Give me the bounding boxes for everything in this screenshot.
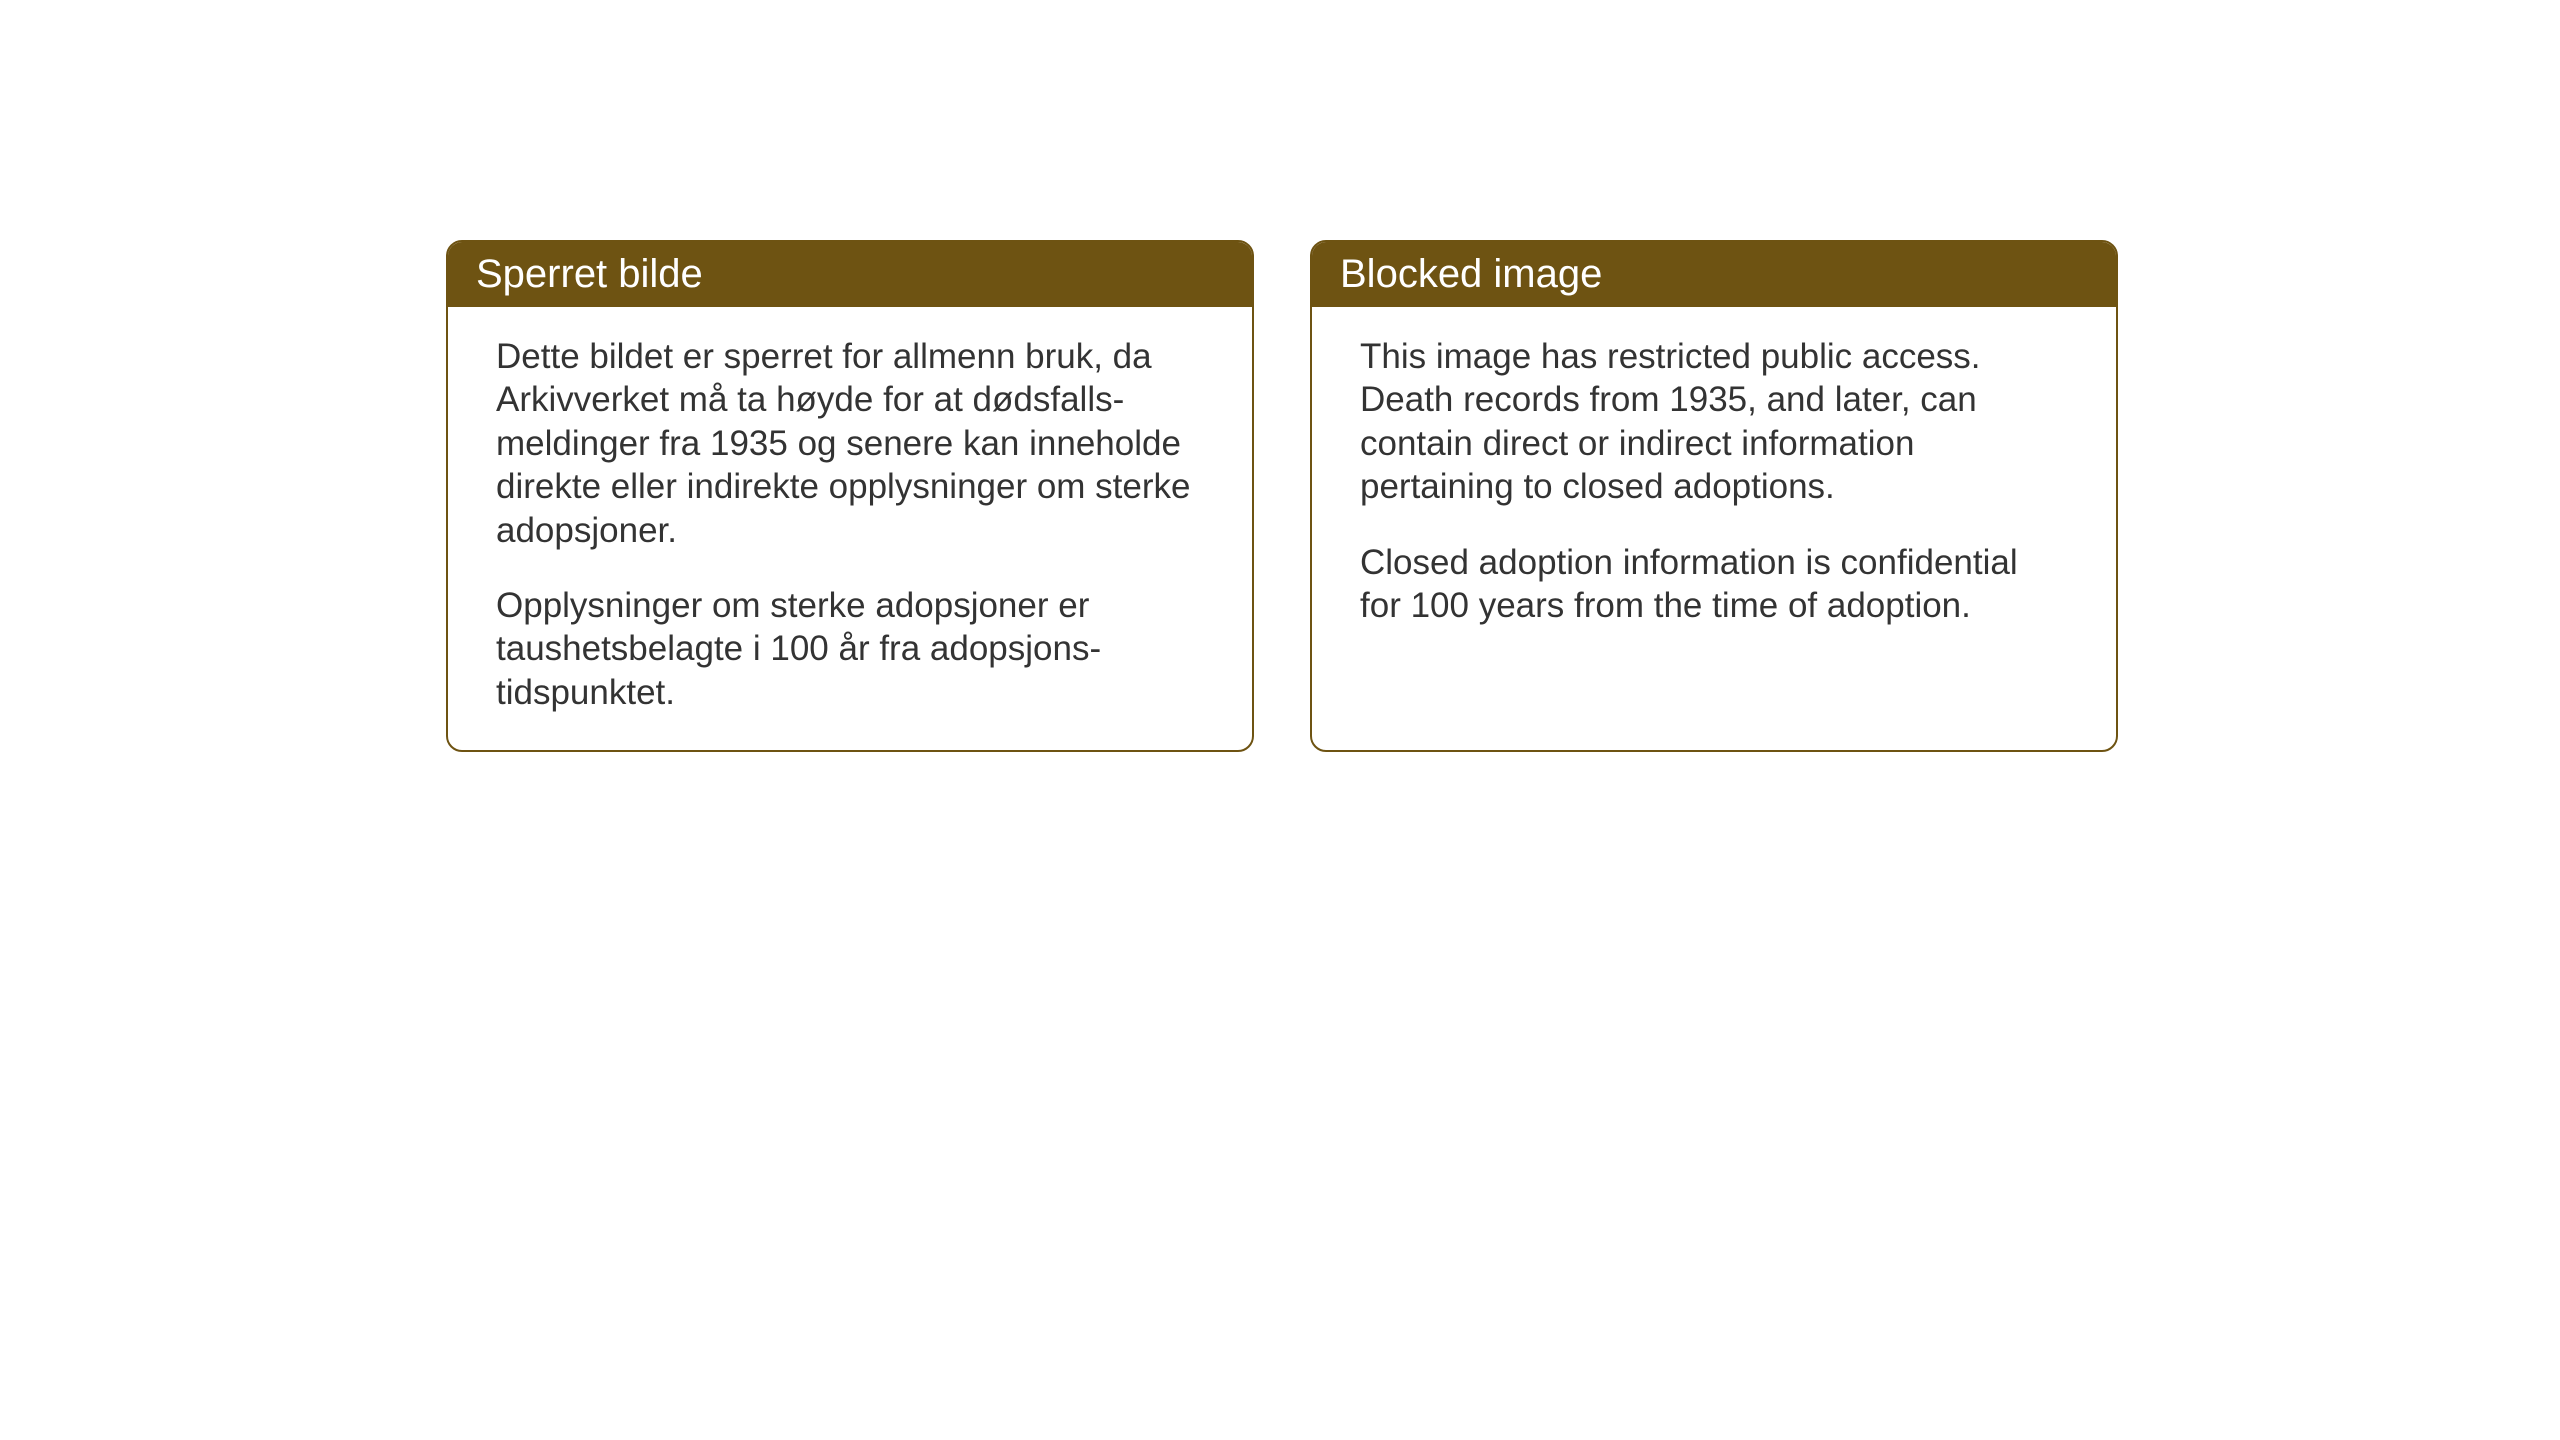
english-paragraph-2: Closed adoption information is confident… (1360, 541, 2068, 628)
norwegian-paragraph-1: Dette bildet er sperret for allmenn bruk… (496, 335, 1204, 552)
english-paragraph-1: This image has restricted public access.… (1360, 335, 2068, 509)
norwegian-card: Sperret bilde Dette bildet er sperret fo… (446, 240, 1254, 752)
english-card-header: Blocked image (1312, 242, 2116, 307)
english-card-title: Blocked image (1340, 252, 1602, 296)
norwegian-card-body: Dette bildet er sperret for allmenn bruk… (448, 307, 1252, 750)
english-card-body: This image has restricted public access.… (1312, 307, 2116, 663)
norwegian-card-header: Sperret bilde (448, 242, 1252, 307)
cards-container: Sperret bilde Dette bildet er sperret fo… (446, 240, 2118, 752)
norwegian-card-title: Sperret bilde (476, 252, 703, 296)
english-card: Blocked image This image has restricted … (1310, 240, 2118, 752)
norwegian-paragraph-2: Opplysninger om sterke adopsjoner er tau… (496, 584, 1204, 714)
